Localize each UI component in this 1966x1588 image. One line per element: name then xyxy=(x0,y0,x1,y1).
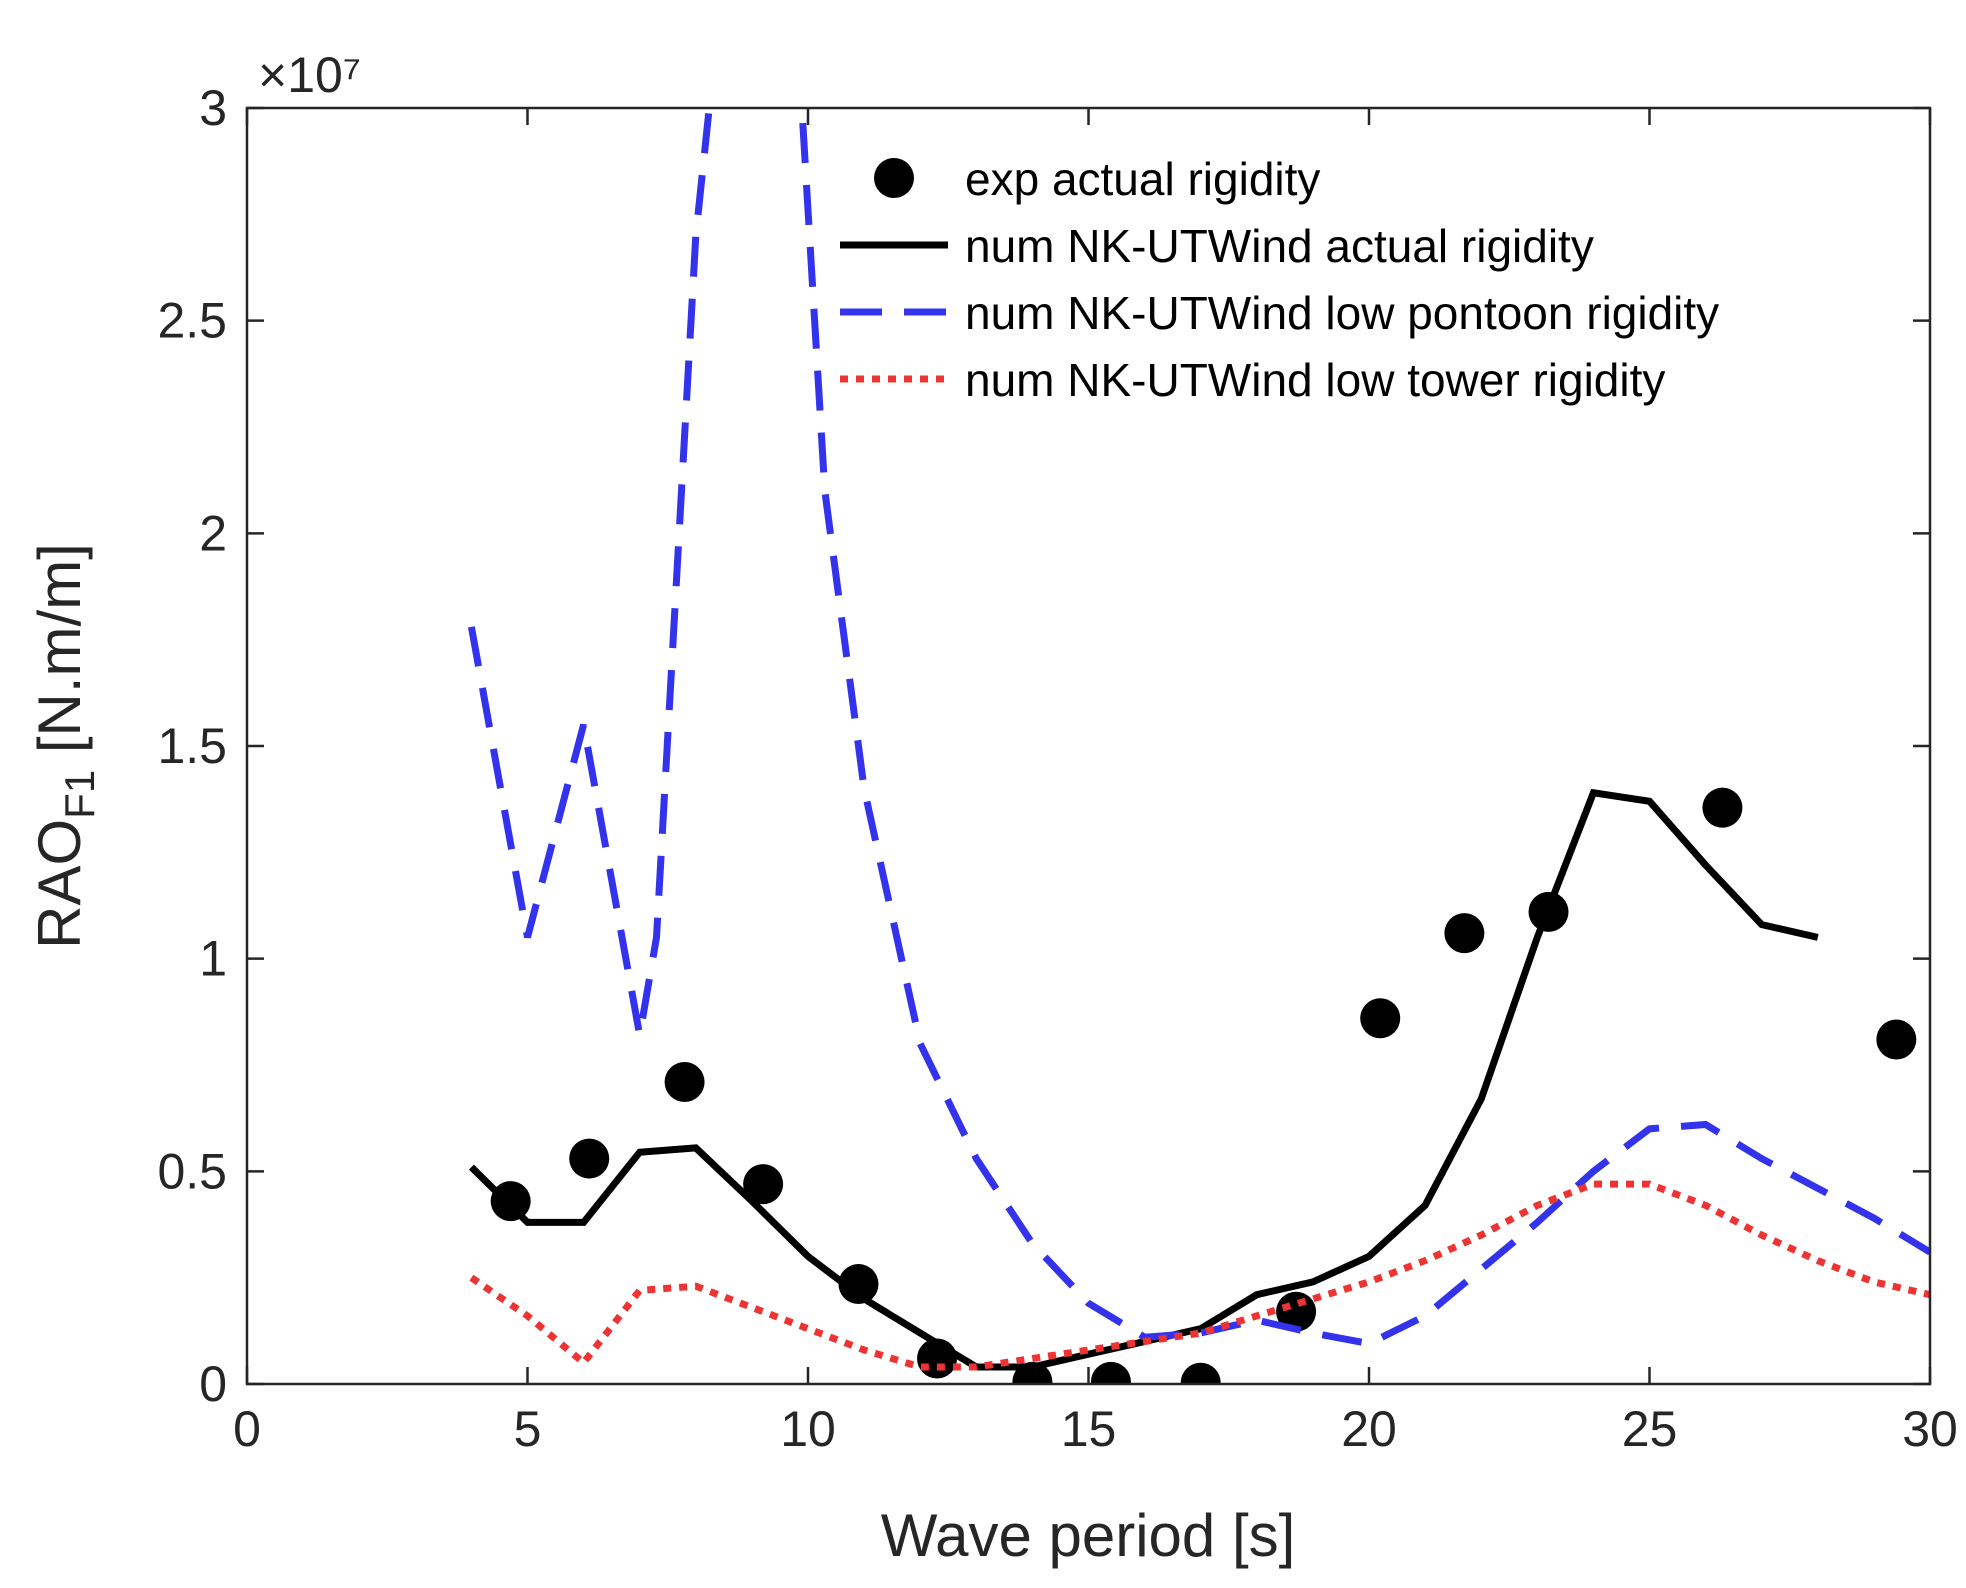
legend-entry-label: num NK-UTWind low tower rigidity xyxy=(965,354,1665,406)
exp-data-point xyxy=(1876,1019,1917,1060)
y-tick-label: 1.5 xyxy=(157,718,227,774)
exp-data-point xyxy=(569,1138,610,1179)
y-label-subscript: F1 xyxy=(56,770,103,819)
exp-data-point xyxy=(1090,1361,1131,1384)
exp-data-point xyxy=(1276,1291,1317,1332)
y-tick-label: 0.5 xyxy=(157,1143,227,1199)
series-3 xyxy=(469,1180,1930,1371)
x-tick-label: 0 xyxy=(233,1401,261,1457)
exp-data-point xyxy=(1360,998,1401,1039)
x-tick-label: 15 xyxy=(1061,1401,1117,1457)
ticks-layer: 0 5 10 15 20 25 30 0 0.5 1 1.5 2 2.5 3 xyxy=(157,80,1957,1457)
y-tick-label: 2.5 xyxy=(157,293,227,349)
series-line-dotted xyxy=(469,1180,1930,1371)
x-tick-label: 5 xyxy=(514,1401,542,1457)
legend-entry-label: num NK-UTWind actual rigidity xyxy=(965,220,1594,272)
series-0 xyxy=(490,787,1917,1384)
x-tick-label: 20 xyxy=(1341,1401,1397,1457)
legend-entry-label: exp actual rigidity xyxy=(965,153,1320,205)
series-layer xyxy=(467,108,1930,1384)
y-multiplier-label: ×10⁷ xyxy=(258,47,361,103)
exp-data-point xyxy=(664,1062,705,1103)
exp-data-point xyxy=(743,1164,784,1205)
y-tick-label: 2 xyxy=(199,505,227,561)
y-tick-label: 3 xyxy=(199,80,227,136)
legend-marker-exp xyxy=(874,158,914,198)
y-tick-label: 1 xyxy=(199,931,227,987)
legend-entry-label: num NK-UTWind low pontoon rigidity xyxy=(965,287,1719,339)
exp-data-point xyxy=(838,1264,879,1305)
exp-data-point xyxy=(1180,1362,1221,1384)
plot-area xyxy=(247,108,1930,1384)
legend: exp actual rigidity num NK-UTWind actual … xyxy=(840,153,1719,406)
series-line-dashed xyxy=(467,108,1930,1348)
exp-data-point xyxy=(1702,787,1743,828)
y-tick-label: 0 xyxy=(199,1356,227,1412)
x-tick-label: 10 xyxy=(780,1401,836,1457)
exp-data-point xyxy=(1444,913,1485,954)
y-label-main: RAO xyxy=(26,819,93,949)
x-axis-label: Wave period [s] xyxy=(881,1502,1296,1569)
y-axis-label: RAOF1 [N.m/m] xyxy=(26,543,103,949)
series-2 xyxy=(467,108,1930,1348)
y-label-unit: [N.m/m] xyxy=(26,543,93,770)
x-tick-label: 30 xyxy=(1902,1401,1958,1457)
x-tick-label: 25 xyxy=(1622,1401,1678,1457)
